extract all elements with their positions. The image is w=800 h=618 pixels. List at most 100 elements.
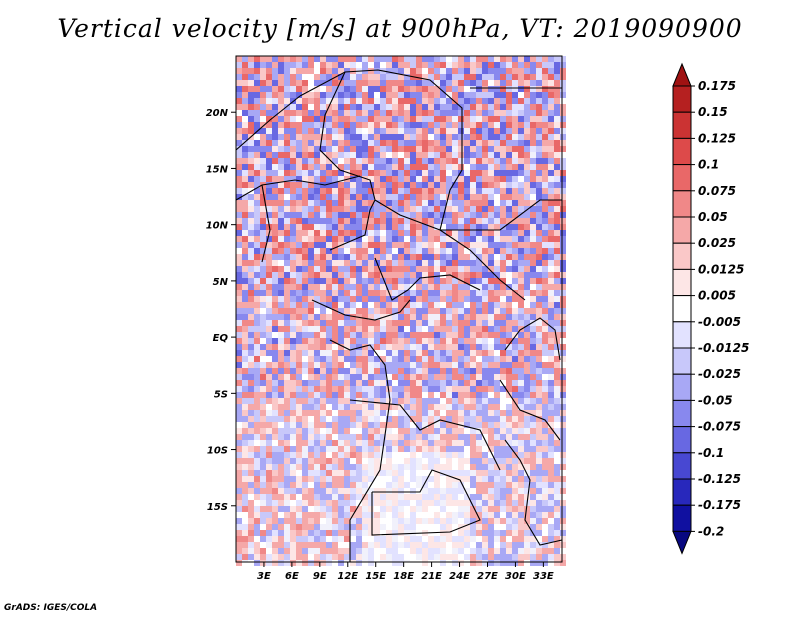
field-cell [314, 560, 320, 566]
field-cell [536, 416, 542, 422]
field-cell [248, 62, 254, 68]
field-cell [524, 386, 530, 392]
field-cell [428, 170, 434, 176]
field-cell [248, 164, 254, 170]
field-cell [290, 458, 296, 464]
field-cell [452, 248, 458, 254]
field-cell [488, 152, 494, 158]
field-cell [290, 284, 296, 290]
field-cell [380, 548, 386, 554]
field-cell [440, 206, 446, 212]
field-cell [542, 320, 548, 326]
field-cell [362, 446, 368, 452]
field-cell [248, 464, 254, 470]
field-cell [506, 344, 512, 350]
field-cell [260, 536, 266, 542]
field-cell [320, 542, 326, 548]
field-cell [326, 506, 332, 512]
field-cell [416, 158, 422, 164]
field-cell [398, 146, 404, 152]
field-cell [398, 272, 404, 278]
field-cell [530, 542, 536, 548]
field-cell [482, 470, 488, 476]
field-cell [410, 146, 416, 152]
field-cell [290, 278, 296, 284]
field-cell [386, 188, 392, 194]
field-cell [512, 230, 518, 236]
field-cell [476, 104, 482, 110]
field-cell [470, 218, 476, 224]
field-cell [404, 230, 410, 236]
field-cell [296, 68, 302, 74]
field-cell [296, 428, 302, 434]
field-cell [284, 314, 290, 320]
field-cell [560, 92, 566, 98]
field-cell [296, 422, 302, 428]
field-cell [386, 266, 392, 272]
field-cell [272, 458, 278, 464]
field-cell [446, 440, 452, 446]
field-cell [344, 62, 350, 68]
field-cell [446, 386, 452, 392]
field-cell [296, 500, 302, 506]
field-cell [356, 152, 362, 158]
field-cell [284, 284, 290, 290]
field-cell [416, 344, 422, 350]
field-cell [332, 272, 338, 278]
field-cell [506, 422, 512, 428]
field-cell [542, 470, 548, 476]
field-cell [374, 422, 380, 428]
field-cell [440, 368, 446, 374]
field-cell [416, 224, 422, 230]
field-cell [314, 404, 320, 410]
field-cell [404, 140, 410, 146]
field-cell [518, 218, 524, 224]
field-cell [410, 224, 416, 230]
field-cell [434, 518, 440, 524]
field-cell [350, 170, 356, 176]
field-cell [242, 122, 248, 128]
field-cell [518, 128, 524, 134]
field-cell [254, 62, 260, 68]
field-cell [392, 92, 398, 98]
field-cell [338, 128, 344, 134]
field-cell [470, 524, 476, 530]
field-cell [518, 86, 524, 92]
field-cell [272, 56, 278, 62]
field-cell [344, 518, 350, 524]
field-cell [320, 356, 326, 362]
field-cell [428, 200, 434, 206]
field-cell [416, 512, 422, 518]
field-cell [458, 182, 464, 188]
field-cell [362, 392, 368, 398]
field-cell [494, 362, 500, 368]
field-cell [470, 350, 476, 356]
field-cell [308, 134, 314, 140]
field-cell [458, 152, 464, 158]
field-cell [512, 56, 518, 62]
field-cell [506, 236, 512, 242]
field-cell [374, 332, 380, 338]
field-cell [494, 410, 500, 416]
field-cell [296, 374, 302, 380]
field-cell [398, 416, 404, 422]
field-cell [320, 200, 326, 206]
field-cell [530, 560, 536, 566]
field-cell [512, 434, 518, 440]
field-cell [320, 380, 326, 386]
field-cell [458, 350, 464, 356]
field-cell [242, 404, 248, 410]
field-cell [506, 254, 512, 260]
field-cell [488, 242, 494, 248]
field-cell [338, 68, 344, 74]
field-cell [248, 116, 254, 122]
field-cell [464, 398, 470, 404]
field-cell [278, 290, 284, 296]
field-cell [302, 416, 308, 422]
field-cell [368, 404, 374, 410]
field-cell [494, 356, 500, 362]
field-cell [560, 224, 566, 230]
field-cell [308, 338, 314, 344]
field-cell [380, 254, 386, 260]
field-cell [410, 104, 416, 110]
